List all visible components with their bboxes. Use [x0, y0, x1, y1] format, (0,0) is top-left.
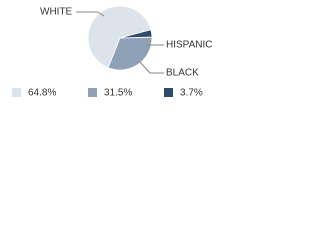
chart: WHITE BLACK HISPANIC 64.8% 31.5% 3.7%	[12, 5, 213, 99]
pie-slice	[87, 5, 152, 69]
pie-slice	[119, 29, 153, 39]
legend: 64.8% 31.5% 3.7%	[12, 88, 203, 99]
leader-line	[139, 61, 164, 74]
legend-label: 3.7%	[180, 88, 203, 99]
slice-label: HISPANIC	[166, 40, 213, 51]
pie	[87, 5, 153, 71]
pie-slice	[107, 36, 153, 71]
legend-label: 64.8%	[28, 88, 56, 99]
legend-swatch	[12, 88, 21, 97]
legend-swatch	[164, 88, 173, 97]
slice-label: WHITE	[40, 7, 73, 18]
legend-swatch	[88, 88, 97, 97]
slice-label: BLACK	[166, 68, 199, 79]
legend-label: 31.5%	[104, 88, 132, 99]
leader-line	[76, 11, 105, 17]
